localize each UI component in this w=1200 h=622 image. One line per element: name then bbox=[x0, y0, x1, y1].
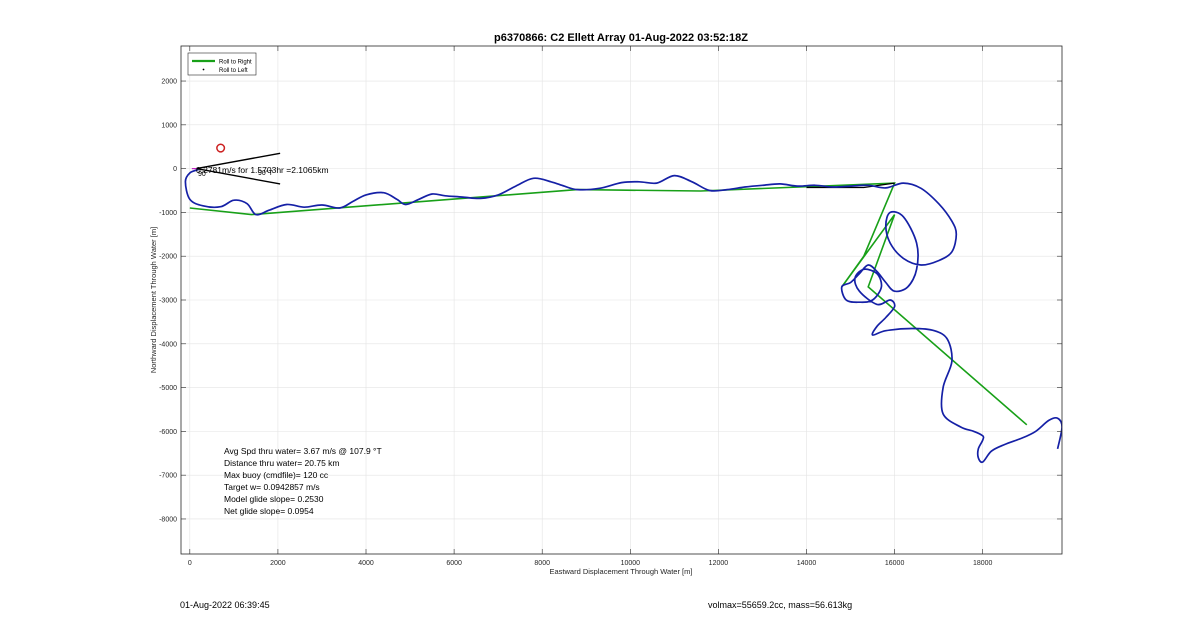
y-axis-label: Northward Displacement Through Water [m] bbox=[149, 227, 158, 373]
x-tick-label: 4000 bbox=[358, 560, 374, 567]
stats-block: Avg Spd thru water= 3.67 m/s @ 107.9 °T … bbox=[224, 446, 382, 516]
x-tick-label: 14000 bbox=[797, 560, 817, 567]
legend-box bbox=[187, 52, 257, 76]
stat-target-w: Target w= 0.0942857 m/s bbox=[224, 482, 320, 492]
legend-label-roll-left: Roll to Left bbox=[219, 68, 248, 74]
x-axis-label: Eastward Displacement Through Water [m] bbox=[550, 567, 693, 576]
x-tick-label: 12000 bbox=[709, 560, 729, 567]
chart-title: p6370866: C2 Ellett Array 01-Aug-2022 03… bbox=[494, 32, 748, 44]
legend-label-roll-right: Roll to Right bbox=[219, 60, 252, 66]
stat-distance: Distance thru water= 20.75 km bbox=[224, 458, 340, 468]
x-tick-label: 18000 bbox=[973, 560, 993, 567]
glider-track bbox=[184, 168, 1062, 464]
y-tick-label: -1000 bbox=[159, 210, 177, 217]
y-tick-label: -6000 bbox=[159, 429, 177, 436]
y-tick-label: 2000 bbox=[161, 79, 177, 86]
legend: Roll to Right Roll to Left bbox=[187, 52, 257, 76]
y-tick-label: -3000 bbox=[159, 298, 177, 305]
y-tick-label: -2000 bbox=[159, 254, 177, 261]
angle-label-right: 90°T bbox=[258, 169, 274, 177]
y-tick-label: 0 bbox=[173, 166, 177, 173]
heading-line bbox=[196, 167, 281, 185]
x-tick-label: 6000 bbox=[446, 560, 462, 567]
y-tick-label: -7000 bbox=[159, 473, 177, 480]
stat-avg-speed: Avg Spd thru water= 3.67 m/s @ 107.9 °T bbox=[224, 446, 382, 456]
x-tick-label: 8000 bbox=[534, 560, 550, 567]
x-tick-label: 16000 bbox=[885, 560, 905, 567]
stat-max-buoy: Max buoy (cmdfile)= 120 cc bbox=[224, 470, 329, 480]
footer-vehicle-info: volmax=55659.2cc, mass=56.613kg bbox=[708, 600, 853, 610]
x-tick-label: 0 bbox=[188, 560, 192, 567]
stat-net-glide-slope: Net glide slope= 0.0954 bbox=[224, 506, 314, 516]
series-roll-to-left bbox=[806, 182, 895, 189]
angle-label-left: 90 bbox=[198, 171, 206, 178]
footer-timestamp: 01-Aug-2022 06:39:45 bbox=[180, 600, 270, 610]
waypoint-marker bbox=[216, 143, 226, 153]
y-tick-label: -8000 bbox=[159, 516, 177, 523]
legend-swatch-roll-left bbox=[202, 68, 205, 71]
grid bbox=[181, 46, 1062, 554]
axis-ticks: 0 2000 4000 6000 8000 10000 12000 14000 16000 180… bbox=[159, 46, 1062, 567]
x-tick-label: 2000 bbox=[270, 560, 286, 567]
heading-line bbox=[196, 152, 281, 170]
y-tick-label: 1000 bbox=[161, 122, 177, 129]
data-layer bbox=[184, 143, 1062, 464]
stat-model-glide-slope: Model glide slope= 0.2530 bbox=[224, 494, 324, 504]
current-annotation: 0.2781m/s for 1.5703hr =2.1065km bbox=[196, 165, 329, 175]
y-tick-label: -5000 bbox=[159, 385, 177, 392]
y-tick-label: -4000 bbox=[159, 341, 177, 348]
x-tick-label: 10000 bbox=[621, 560, 641, 567]
